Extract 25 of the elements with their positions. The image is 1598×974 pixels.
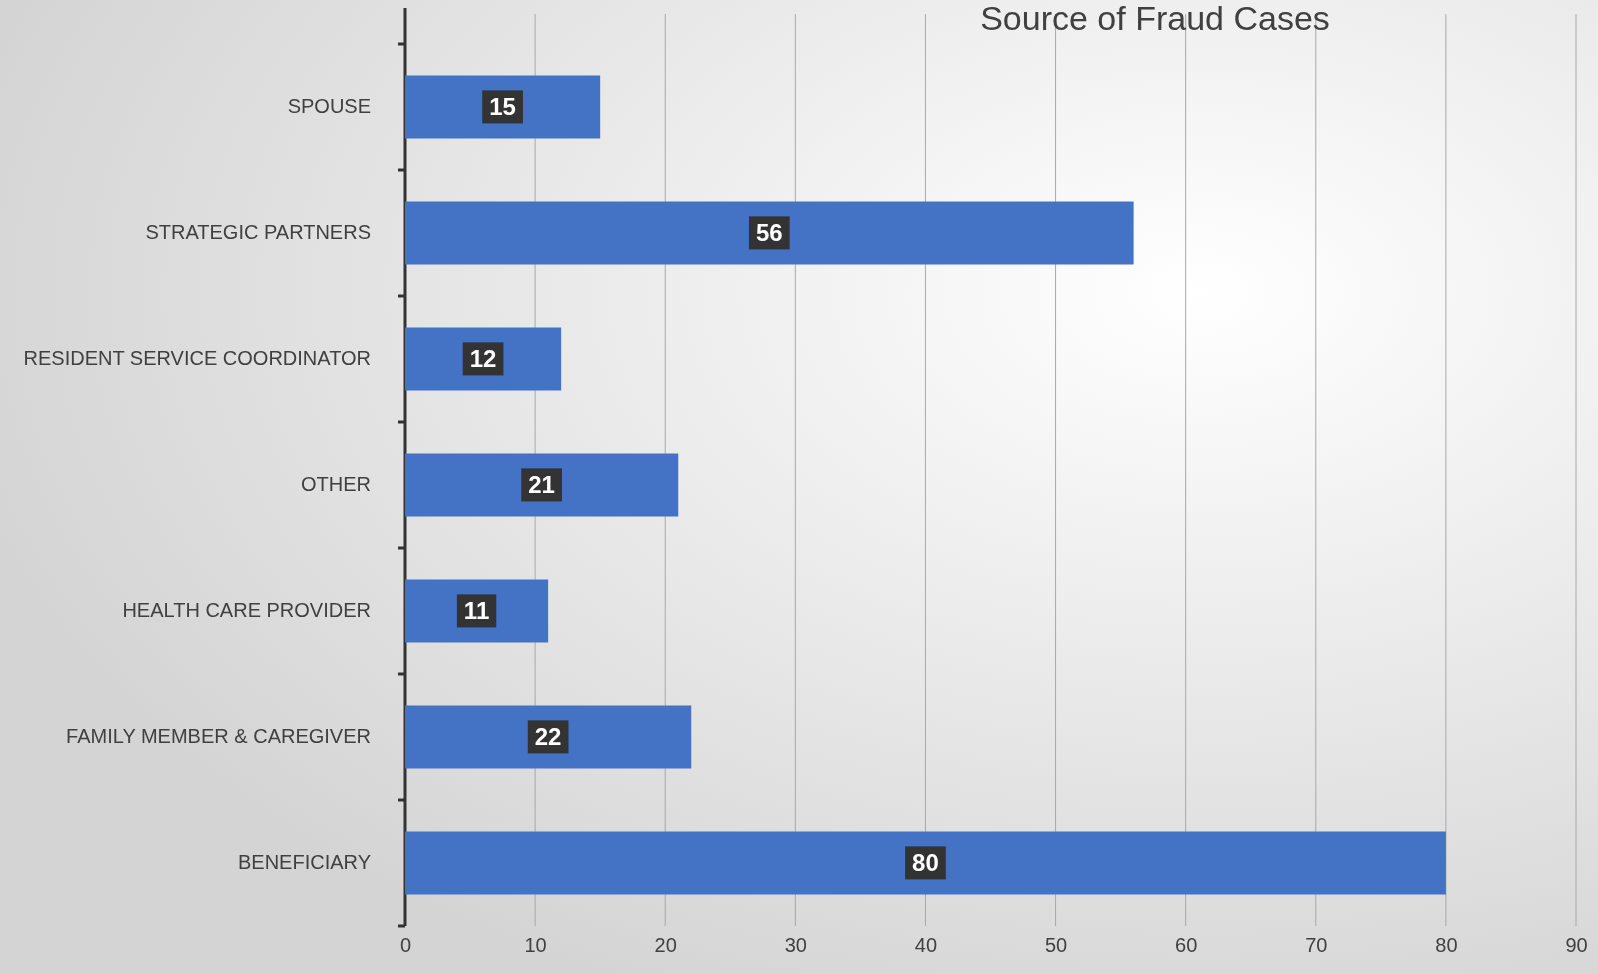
x-tick-label: 10: [524, 934, 547, 957]
data-label: 80: [912, 849, 939, 877]
x-tick-label: 0: [399, 934, 412, 957]
y-tick-label: FAMILY MEMBER & CAREGIVER: [66, 725, 371, 748]
data-label: 11: [463, 597, 490, 625]
data-label: 21: [528, 471, 555, 499]
x-tick-label: 30: [784, 934, 807, 957]
y-tick-label: RESIDENT SERVICE COORDINATOR: [23, 347, 371, 370]
x-tick-label: 20: [654, 934, 677, 957]
x-tick-label: 50: [1044, 934, 1068, 957]
data-label: 12: [469, 345, 497, 373]
data-label: 15: [489, 93, 516, 121]
x-tick-label: 70: [1305, 934, 1328, 957]
x-tick-label: 80: [1435, 934, 1458, 957]
x-tick-label: 60: [1175, 934, 1198, 957]
y-tick-label: BENEFICIARY: [238, 851, 371, 874]
y-tick-label: OTHER: [301, 473, 371, 496]
x-tick-label: 90: [1565, 934, 1588, 957]
data-label: 56: [755, 219, 783, 247]
chart-title: Source of Fraud Cases: [980, 0, 1330, 37]
data-label: 22: [534, 723, 562, 751]
y-tick-label: STRATEGIC PARTNERS: [145, 221, 371, 244]
y-tick-label: HEALTH CARE PROVIDER: [122, 599, 371, 622]
y-tick-label: SPOUSE: [287, 95, 371, 118]
x-tick-label: 40: [914, 934, 938, 957]
